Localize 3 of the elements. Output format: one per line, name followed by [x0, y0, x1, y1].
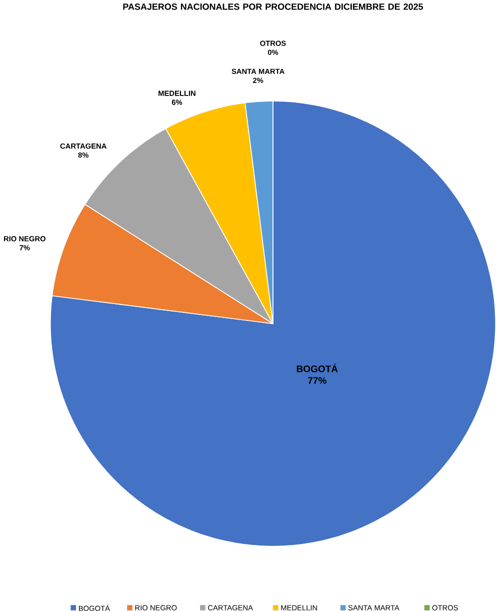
chart-title: PASAJEROS NACIONALES POR PROCEDENCIA DICIEMBRE DE 2025: [123, 4, 423, 10]
data-label: 77%: [308, 377, 326, 384]
slice-label: BOGOTÁ: [296, 364, 338, 372]
